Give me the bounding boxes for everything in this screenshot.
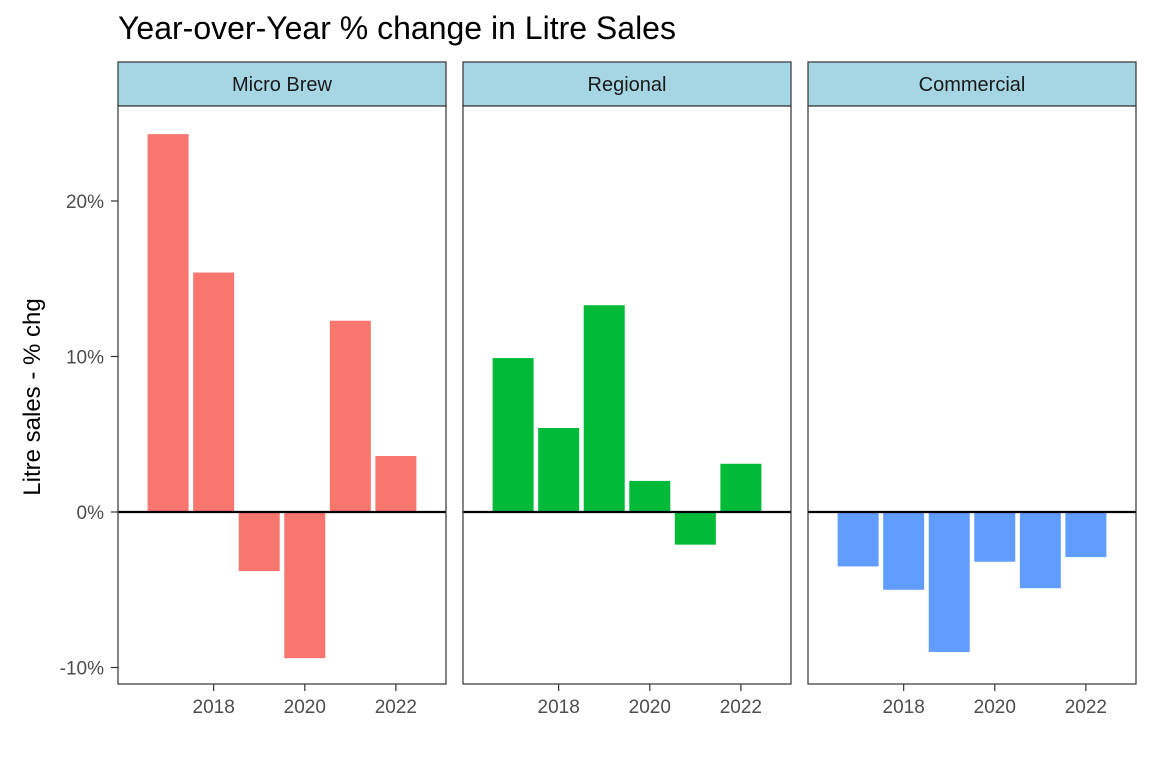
bar — [974, 512, 1016, 562]
panel-background — [808, 106, 1136, 684]
panel-border — [462, 105, 792, 685]
facet-panel: Micro Brew 2018 2020 2022 — [117, 61, 447, 718]
bar — [583, 305, 625, 512]
x-tick-label: 2018 — [883, 697, 925, 718]
bar — [883, 512, 925, 590]
x-tick-label: 2022 — [1065, 697, 1107, 718]
bar — [193, 272, 235, 512]
bar — [928, 512, 970, 652]
facet-strip — [117, 61, 447, 107]
bar — [837, 512, 879, 567]
bar — [375, 456, 417, 512]
y-axis: -10% 0% 10% 20% — [60, 192, 118, 680]
facet-strip — [462, 61, 792, 107]
bar — [492, 358, 534, 512]
y-tick-label: 10% — [66, 348, 104, 369]
facet-panel: Commercial 2018 2020 2022 — [807, 61, 1137, 718]
facet-strip-label: Regional — [588, 74, 667, 96]
bar — [329, 320, 371, 512]
facet-strip-label: Micro Brew — [232, 74, 333, 96]
y-axis-label: Litre sales - % chg — [19, 298, 46, 495]
x-tick-label: 2020 — [284, 697, 326, 718]
chart-title: Year-over-Year % change in Litre Sales — [118, 10, 676, 46]
y-tick-label: 0% — [77, 503, 105, 524]
bar — [629, 480, 671, 512]
bar — [147, 134, 189, 512]
y-tick-label: 20% — [66, 192, 104, 213]
x-tick-label: 2020 — [974, 697, 1016, 718]
bar — [284, 512, 326, 659]
bar — [1065, 512, 1107, 558]
bar — [720, 463, 762, 512]
bar — [238, 512, 280, 572]
facet-panels: Micro Brew 2018 2020 2022 Regional 2018 2020 20… — [117, 61, 1137, 718]
x-tick-label: 2022 — [375, 697, 417, 718]
facet-panel: Regional 2018 2020 2022 — [462, 61, 792, 718]
facet-strip-label: Commercial — [919, 74, 1026, 96]
x-tick-label: 2020 — [629, 697, 671, 718]
panel-border — [807, 105, 1137, 685]
bar — [674, 512, 716, 545]
panel-border — [117, 105, 447, 685]
x-tick-label: 2018 — [193, 697, 235, 718]
bar — [1019, 512, 1061, 589]
x-tick-label: 2018 — [538, 697, 580, 718]
bar — [538, 428, 580, 512]
y-tick-label: -10% — [60, 659, 104, 680]
x-tick-label: 2022 — [720, 697, 762, 718]
